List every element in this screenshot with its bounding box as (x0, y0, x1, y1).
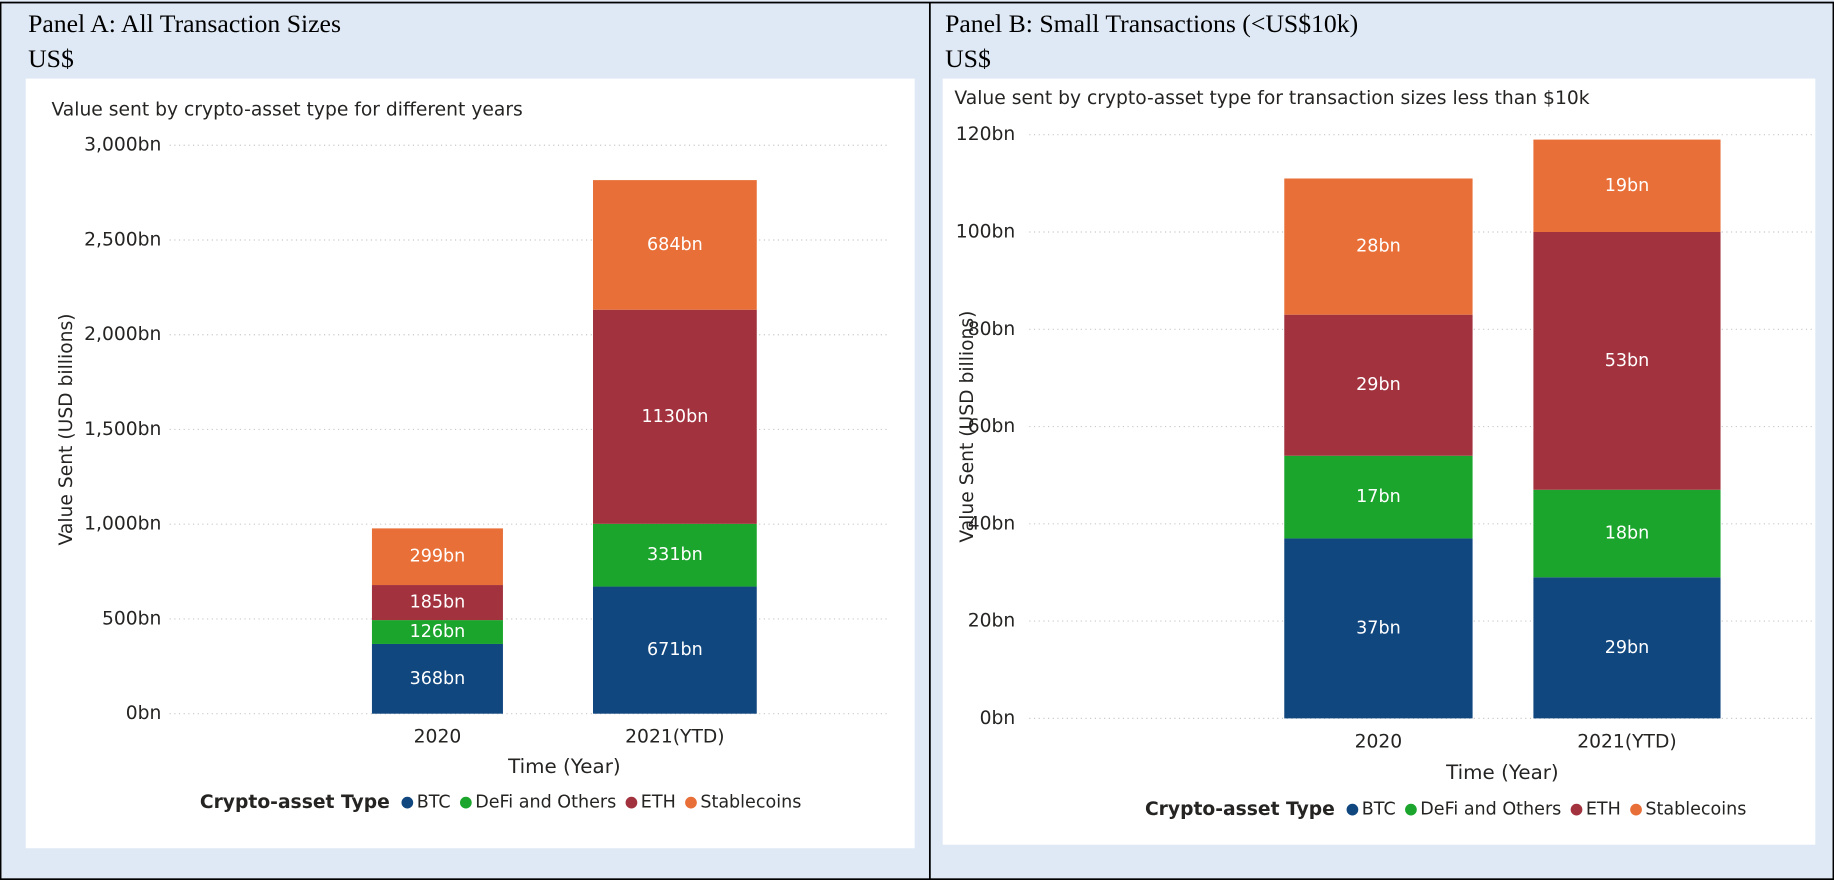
y-tick-label: 500bn (102, 608, 161, 629)
y-tick-label: 20bn (968, 611, 1016, 632)
bar-segment (1284, 455, 1473, 539)
legend-marker (460, 796, 472, 809)
y-tick-label: 1,500bn (84, 419, 161, 440)
legend-label: ETH (1586, 800, 1621, 820)
x-tick-label: 2021(YTD) (1577, 731, 1676, 752)
bar-segment (371, 620, 503, 644)
bar-segment (1284, 178, 1473, 315)
x-axis-label: Time (Year) (1445, 761, 1559, 784)
bar-segment (1533, 231, 1721, 490)
value-label: 19bn (1605, 176, 1650, 196)
legend-label: BTC (417, 793, 451, 813)
value-label: 53bn (1605, 351, 1650, 371)
panel-title: Panel A: All Transaction Sizes (28, 9, 341, 38)
value-label: 299bn (410, 547, 466, 567)
bar-segment (593, 586, 757, 714)
value-label: 684bn (647, 235, 703, 255)
panel-title: Panel B: Small Transactions (<US$10k) (945, 9, 1358, 38)
value-label: 331bn (647, 545, 703, 565)
value-label: 18bn (1605, 524, 1650, 544)
legend-title: Crypto-asset Type (200, 792, 390, 813)
y-tick-label: 100bn (956, 221, 1015, 242)
x-axis-label: Time (Year) (507, 755, 621, 778)
value-label: 29bn (1356, 375, 1401, 395)
value-label: 28bn (1356, 237, 1401, 257)
bar-segment (371, 585, 503, 621)
bar-segment (1533, 577, 1721, 719)
legend-label: DeFi and Others (475, 793, 616, 813)
y-axis-label: Value Sent (USD billions) (56, 313, 77, 545)
legend-label: ETH (641, 793, 676, 813)
y-tick-label: 80bn (968, 319, 1016, 340)
y-tick-label: 2,000bn (84, 324, 161, 345)
value-label: 37bn (1356, 618, 1401, 638)
legend-marker (1570, 803, 1583, 816)
y-tick-label: 2,500bn (84, 229, 161, 250)
y-tick-label: 0bn (980, 708, 1016, 729)
y-tick-label: 0bn (126, 703, 162, 724)
x-tick-label: 2021(YTD) (625, 727, 724, 748)
value-label: 671bn (647, 640, 703, 660)
bar-segment (1284, 538, 1473, 719)
bar-segment (371, 643, 503, 714)
bar-segment (1533, 139, 1721, 232)
y-tick-label: 1,000bn (84, 514, 161, 535)
bar-segment (1533, 489, 1721, 578)
chart-card (25, 78, 915, 849)
y-tick-label: 40bn (968, 513, 1016, 534)
y-axis-label: Value Sent (USD billions) (957, 311, 978, 543)
y-tick-label: 60bn (968, 416, 1016, 437)
y-tick-label: 3,000bn (84, 135, 161, 156)
panel-unit: US$ (28, 44, 74, 73)
bar-segment (371, 528, 503, 586)
x-tick-label: 2020 (1355, 731, 1403, 752)
y-tick-label: 120bn (956, 124, 1015, 145)
legend-title: Crypto-asset Type (1145, 799, 1335, 820)
legend-label: Stablecoins (700, 793, 801, 813)
value-label: 29bn (1605, 638, 1650, 658)
legend-marker (685, 796, 697, 809)
value-label: 17bn (1356, 487, 1401, 507)
legend-label: BTC (1362, 800, 1396, 820)
legend-marker (401, 796, 414, 809)
panel-unit: US$ (945, 44, 991, 73)
legend-marker (1405, 803, 1417, 816)
bar-segment (1284, 314, 1473, 456)
value-label: 1130bn (641, 407, 708, 427)
bar-segment (593, 180, 757, 310)
legend-label: Stablecoins (1645, 800, 1746, 820)
legend-marker (1630, 803, 1642, 816)
chart-title: Value sent by crypto-asset type for tran… (954, 88, 1589, 109)
bar-segment (593, 523, 757, 587)
bar-segment (593, 309, 757, 524)
legend-marker (625, 796, 638, 809)
legend-marker (1346, 803, 1359, 816)
chart-title: Value sent by crypto-asset type for diff… (51, 100, 522, 121)
value-label: 368bn (410, 669, 466, 689)
legend-label: DeFi and Others (1420, 800, 1561, 820)
value-label: 185bn (410, 593, 466, 613)
x-tick-label: 2020 (414, 727, 462, 748)
value-label: 126bn (410, 622, 466, 642)
